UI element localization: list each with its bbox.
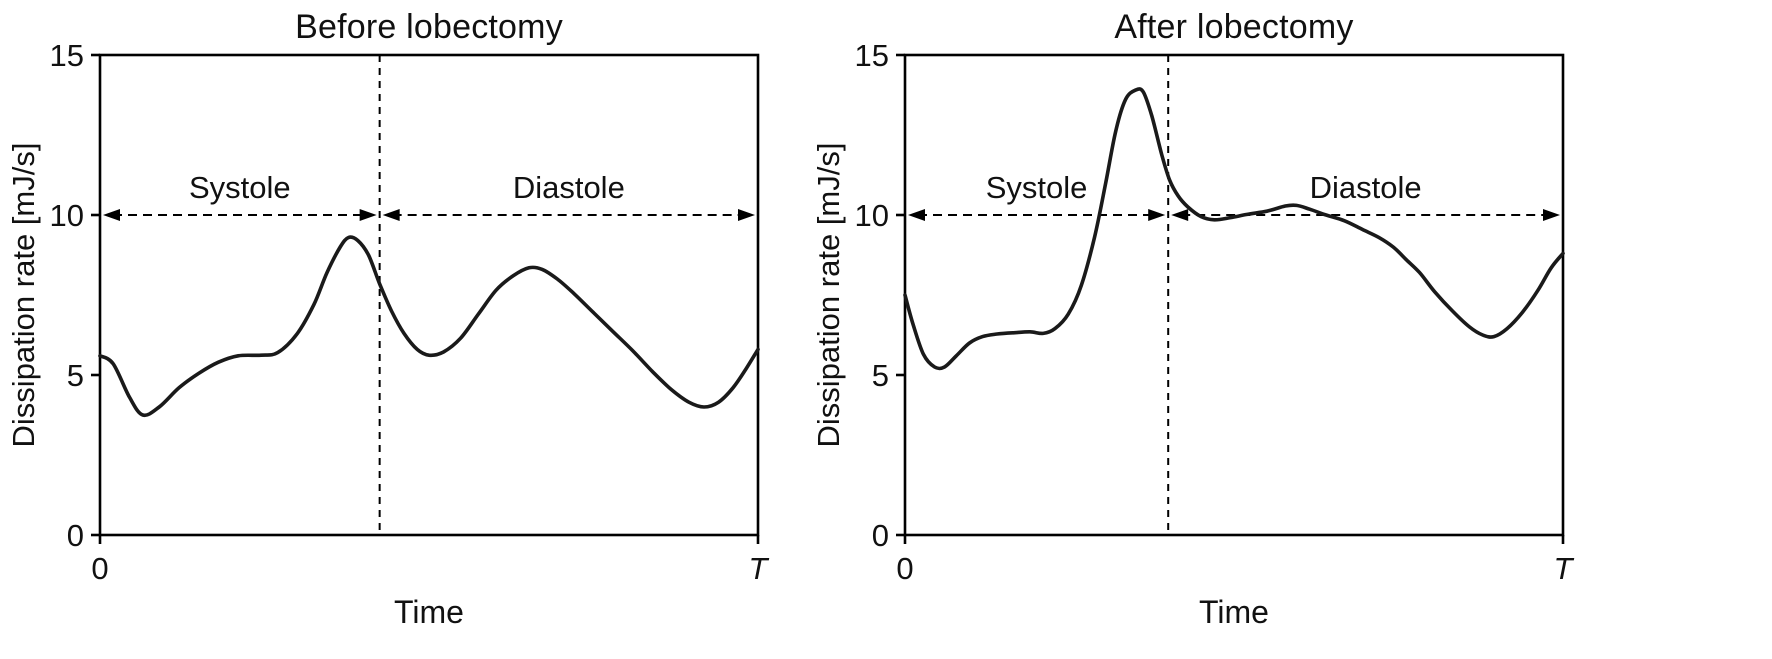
chart-title-before-lobectomy: Before lobectomy [295, 8, 563, 46]
x-tick-label-after: 0 [896, 551, 913, 586]
arrowhead-right-systole-after [1148, 209, 1166, 221]
y-axis-label-before: Dissipation rate [mJ/s] [6, 143, 41, 448]
x-axis-label-before: Time [394, 594, 464, 630]
dissipation-curve-before [98, 235, 760, 418]
y-tick-label-before: 0 [67, 518, 84, 553]
y-tick-label-after: 5 [872, 358, 889, 393]
y-tick-label-before: 5 [67, 358, 84, 393]
phase-label-systole-before: Systole [189, 170, 291, 205]
phase-label-systole-after: Systole [986, 170, 1088, 205]
arrowhead-right-diastole-before [738, 209, 755, 221]
y-tick-label-after: 15 [855, 38, 889, 73]
arrowhead-left-systole-before [103, 209, 120, 221]
phase-label-diastole-before: Diastole [513, 170, 625, 205]
x-tick-label-before: 0 [91, 551, 108, 586]
x-axis-label-after: Time [1199, 594, 1269, 630]
x-tick-label-after: T [1554, 551, 1575, 586]
plot-box-after [903, 53, 1565, 537]
y-tick-label-before: 10 [50, 198, 84, 233]
arrowhead-right-diastole-after [1543, 209, 1560, 221]
arrowhead-right-systole-before [359, 209, 377, 221]
plot-box-before [98, 53, 760, 537]
dissipation-curve-after [903, 87, 1565, 371]
arrowhead-left-diastole-before [382, 209, 400, 221]
phase-label-diastole-after: Diastole [1310, 170, 1422, 205]
arrowhead-left-diastole-after [1171, 209, 1189, 221]
chart-title-after-lobectomy: After lobectomy [1114, 8, 1354, 46]
y-tick-label-before: 15 [50, 38, 84, 73]
y-tick-label-after: 10 [855, 198, 889, 233]
arrowhead-left-systole-after [908, 209, 925, 221]
y-axis-label-after: Dissipation rate [mJ/s] [811, 143, 846, 448]
y-tick-label-after: 0 [872, 518, 889, 553]
x-tick-label-before: T [749, 551, 770, 586]
